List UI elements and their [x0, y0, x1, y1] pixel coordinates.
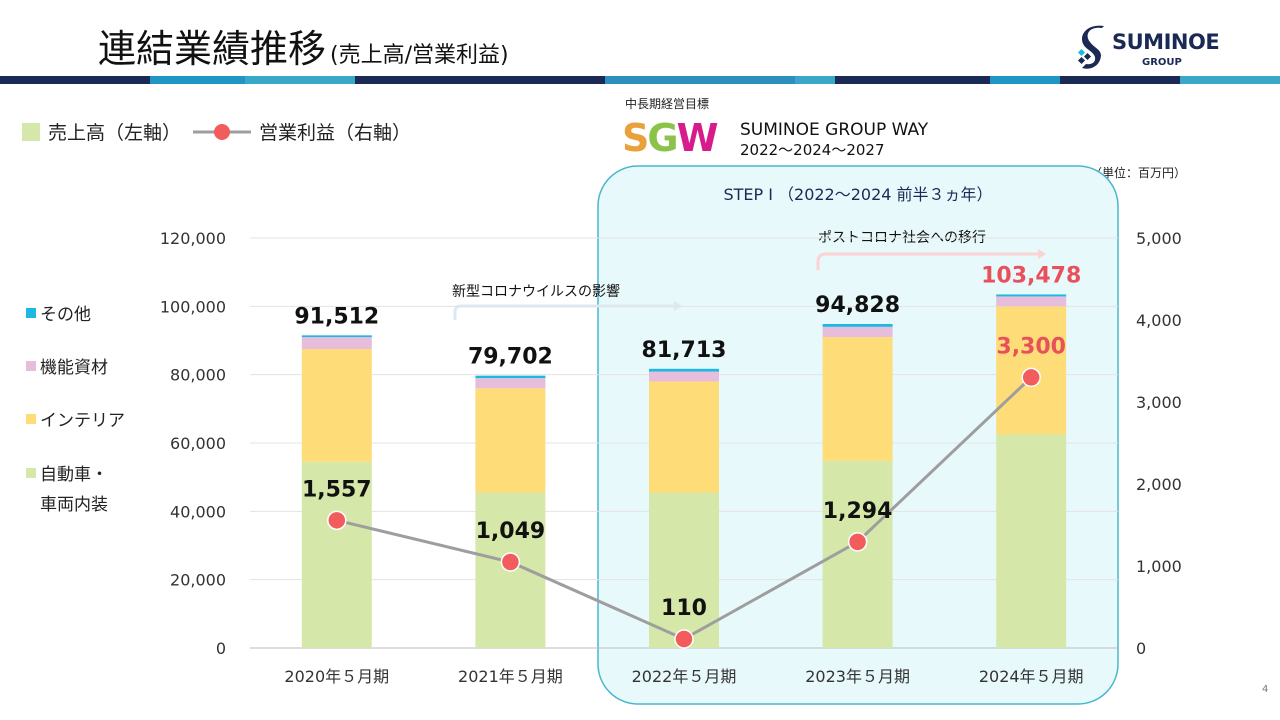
bar-segment — [822, 324, 893, 327]
y2-tick-label: 4,000 — [1136, 311, 1182, 330]
x-axis: 2020年５月期 2021年５月期 2022年５月期 2023年５月期 2024年５月期 — [284, 667, 1083, 686]
sales-legend-label: 売上高（左軸） — [48, 122, 182, 144]
header-band — [0, 76, 1280, 84]
bar-segment — [996, 296, 1067, 307]
profit-legend-line-icon — [193, 123, 252, 140]
side-legend-swatch — [26, 414, 36, 424]
profit-label: 1,294 — [823, 499, 893, 524]
covid-annotation: 新型コロナウイルスの影響 — [452, 283, 620, 300]
total-label: 79,702 — [468, 345, 553, 370]
y-tick-label: 120,000 — [160, 229, 226, 248]
sgw-letters: SGW — [622, 116, 719, 160]
side-legend-other: その他 — [26, 300, 91, 325]
total-label: 103,478 — [981, 263, 1081, 288]
sgw-letter-s: S — [622, 116, 649, 160]
side-legend-swatch — [26, 308, 36, 318]
total-label: 81,713 — [642, 338, 727, 363]
y2-tick-label: 3,000 — [1136, 393, 1182, 412]
unit-label: （単位：百万円） — [1090, 166, 1187, 180]
page-number: 4 — [1262, 684, 1269, 695]
total-label: 91,512 — [294, 304, 379, 329]
side-legend-label: 機能資材 — [40, 358, 108, 378]
profit-marker — [327, 510, 347, 531]
x-tick-label: 2021年５月期 — [458, 667, 563, 686]
x-tick-label: 2022年５月期 — [632, 667, 737, 686]
logo-group: GROUP — [1142, 57, 1182, 68]
side-legend-label: 車両内装 — [40, 495, 108, 515]
bar-segment — [301, 461, 372, 648]
side-legend-functional: 機能資材 — [26, 353, 108, 378]
side-legend-label: インテリア — [40, 411, 125, 431]
company-logo: SUMINOE GROUP — [1076, 24, 1226, 74]
bar-segment — [475, 375, 546, 379]
total-labels: 91,512 79,702 81,713 94,828 103,478 — [294, 263, 1081, 369]
side-legend-automotive-2: 車両内装 — [40, 490, 108, 515]
side-legend-swatch — [26, 468, 36, 478]
goal-label: 中長期経営目標 — [625, 97, 710, 111]
bar-segment — [301, 337, 372, 350]
y-tick-label: 80,000 — [170, 366, 226, 385]
profit-marker — [1021, 367, 1041, 388]
profit-marker — [847, 532, 868, 552]
profit-marker — [500, 552, 521, 572]
profit-legend-label: 営業利益（右軸） — [259, 122, 412, 144]
profit-marker — [674, 629, 694, 649]
bar-segment — [301, 335, 372, 338]
y-tick-label: 60,000 — [170, 434, 226, 453]
x-tick-label: 2020年５月期 — [284, 667, 389, 686]
bar-segment — [822, 326, 893, 338]
total-label: 94,828 — [815, 293, 900, 318]
y-tick-label: 100,000 — [160, 297, 226, 316]
side-legend-automotive: 自動車・ — [26, 460, 108, 485]
sgw-letter-w: W — [676, 116, 719, 160]
side-legend-label: その他 — [40, 305, 91, 325]
y-tick-label: 40,000 — [170, 502, 226, 521]
bar-segment — [649, 371, 719, 382]
post-covid-arrow-icon — [1038, 249, 1046, 259]
sales-legend-swatch — [22, 122, 40, 141]
bar-segment — [649, 368, 719, 372]
title-main: 連結業績推移 — [98, 27, 327, 71]
y2-tick-label: 2,000 — [1136, 475, 1182, 494]
profit-label: 3,300 — [996, 334, 1066, 359]
bar-segment — [822, 337, 893, 461]
side-legend-label: 自動車・ — [40, 465, 108, 485]
sgw-years: 2022～2024～2027 — [740, 141, 885, 159]
logo-mark-icon — [1077, 25, 1104, 69]
sgw-name: SUMINOE GROUP WAY — [740, 120, 929, 140]
y2-tick-label: 5,000 — [1136, 229, 1182, 248]
bar-segment — [649, 381, 719, 493]
bar-series — [301, 294, 1067, 648]
profit-label: 110 — [661, 596, 707, 621]
y-tick-label: 0 — [216, 639, 226, 658]
bar-segment — [475, 378, 546, 389]
profit-line-series: 1,557 1,049 110 1,294 3,300 — [302, 334, 1066, 649]
title-sub: (売上高/営業利益) — [330, 43, 509, 68]
y2-tick-label: 1,000 — [1136, 557, 1182, 576]
bar-segment — [996, 434, 1067, 648]
bar-segment — [996, 294, 1067, 297]
sgw-logo: SGW SUMINOE GROUP WAY 2022～2024～2027 — [622, 118, 942, 160]
bar-segment — [475, 388, 546, 493]
top-legend: 売上高（左軸） 営業利益（右軸） — [22, 118, 411, 145]
logo-name: SUMINOE — [1112, 30, 1220, 54]
y-axis-left: 0 20,000 40,000 60,000 80,000 100,000 120,000 — [160, 229, 226, 658]
y-axis-right: 0 1,000 2,000 3,000 4,000 5,000 — [1136, 229, 1182, 658]
bar-segment — [301, 349, 372, 462]
sgw-letter-g: G — [647, 116, 678, 160]
side-legend-swatch — [26, 361, 36, 371]
y-tick-label: 20,000 — [170, 571, 226, 590]
page-title: 連結業績推移 (売上高/営業利益) — [98, 18, 509, 73]
side-legend-interior: インテリア — [26, 406, 125, 431]
post-covid-bracket-icon — [816, 252, 1040, 270]
step-label: STEP Ⅰ （2022～2024 前半３ヵ年） — [723, 185, 992, 204]
y2-tick-label: 0 — [1136, 639, 1146, 658]
bar-segment — [649, 492, 719, 648]
profit-label: 1,557 — [302, 477, 372, 502]
profit-label: 1,049 — [476, 519, 546, 544]
x-tick-label: 2024年５月期 — [979, 667, 1084, 686]
x-tick-label: 2023年５月期 — [805, 667, 910, 686]
